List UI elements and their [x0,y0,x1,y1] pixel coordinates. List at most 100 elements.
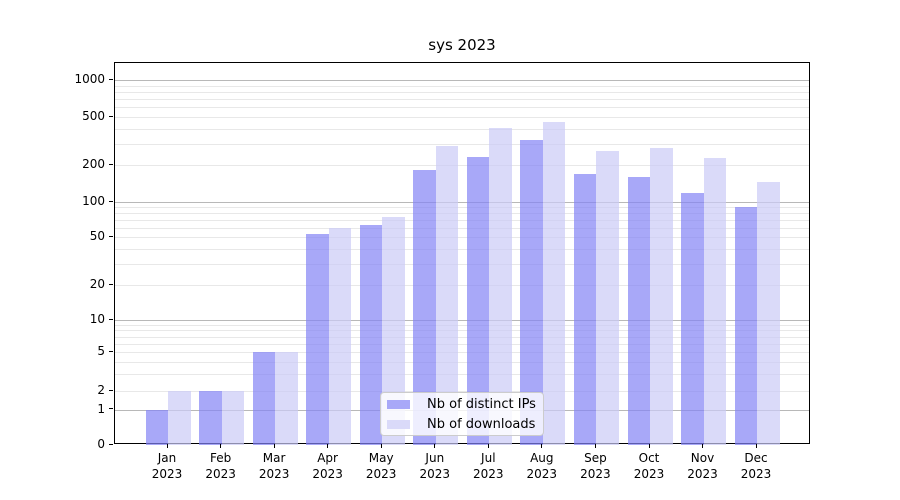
plot-area [114,62,810,445]
bar-downloads [382,217,405,445]
y-tick-label: 50 [89,229,105,243]
x-tick-label-line: Oct [638,451,660,465]
x-tick-label-line: Nov [690,451,715,465]
bar-distinct-ips [734,207,757,445]
legend-swatch-downloads [387,419,410,429]
legend-row-downloads: Nb of downloads [387,415,537,433]
gridline-minor [115,248,809,250]
bar-distinct-ips [681,192,704,445]
x-tick-label-line: Aug [530,451,554,465]
y-tick-mark [109,408,113,409]
gridline-minor [115,361,809,363]
legend-swatch-distinct-ips [387,399,410,409]
bar-distinct-ips [413,170,436,445]
bar-distinct-ips [145,409,168,445]
x-tick-label-line: Sep [584,451,607,465]
x-tick-label-line: 2023 [473,467,504,481]
bar-downloads [328,227,352,445]
gridline-minor [115,285,809,286]
gridline-minor [115,99,809,100]
gridline-minor [115,85,809,87]
gridline-minor [115,324,809,326]
y-tick-mark [109,115,113,117]
x-tick-label-line: Dec [744,451,768,465]
bar-distinct-ips [359,224,383,445]
gridline-minor [115,107,809,109]
bar-distinct-ips [520,140,543,445]
y-tick-label: 1000 [74,72,105,86]
y-tick-mark [109,389,113,391]
x-tick-label: Apr 2023 [298,450,358,482]
y-tick-label: 20 [89,277,105,291]
x-tick-label: Sep 2023 [565,450,625,482]
y-tick-mark [109,350,113,352]
gridline-minor [115,165,809,167]
gridline-minor [115,213,809,215]
bar-distinct-ips [199,391,222,445]
bar-distinct-ips [627,176,650,445]
x-tick-label-line: 2023 [526,467,558,481]
bar-distinct-ips [573,173,597,445]
bar-downloads [275,352,298,445]
x-tick-label: Jul 2023 [458,450,518,482]
y-tick-label: 2 [97,383,105,397]
gridline-minor [115,263,809,265]
gridline-minor [115,343,809,345]
bar-downloads [596,151,619,445]
gridline-minor [115,352,809,353]
legend-label-downloads: Nb of downloads [427,416,536,432]
x-tick-label-line: 2023 [740,467,772,481]
y-tick-mark [109,443,113,445]
x-tick-label: Nov 2023 [673,450,733,482]
x-tick-label-line: 2023 [419,467,451,481]
gridline-minor [115,373,809,375]
y-tick-mark [109,283,113,285]
x-tick-label-line: 2023 [312,467,343,481]
bar-downloads [650,147,673,445]
gridline-minor [115,128,809,130]
y-tick-label: 10 [89,312,105,326]
legend: Nb of distinct IPs Nb of downloads [380,392,544,436]
bar-downloads [435,145,459,445]
x-tick-label-line: Apr [317,451,338,465]
bar-downloads [542,121,566,445]
x-tick-label: Oct 2023 [619,450,679,482]
x-tick-label-line: May [368,451,394,465]
y-tick-label: 5 [97,344,105,358]
x-tick-label-line: 2023 [258,467,290,481]
gridline-major [115,202,809,203]
bar-downloads [489,128,512,445]
x-tick-label-line: Jan [157,451,177,465]
x-tick-label: May 2023 [351,450,411,482]
gridline-minor [115,143,809,145]
x-tick-label-line: Mar [262,451,286,465]
x-tick-label: Feb 2023 [191,450,251,482]
legend-label-distinct-ips: Nb of distinct IPs [427,396,536,412]
x-tick-label-line: 2023 [205,467,236,481]
gridline-major [115,80,809,81]
y-tick-mark [109,235,113,237]
gridline-major [115,320,809,321]
gridline-minor [115,336,809,338]
y-tick-mark [109,163,113,165]
y-tick-label: 1 [97,401,105,416]
y-tick-label: 500 [82,109,105,123]
x-tick-label: Aug 2023 [512,450,572,482]
gridline-minor [115,220,809,221]
bar-downloads [221,391,245,445]
bar-distinct-ips [466,157,490,445]
x-tick-label-line: 2023 [633,467,665,481]
x-tick-label-line: Jul [481,451,496,465]
chart-title: sys 2023 [428,36,496,54]
x-tick-label-line: 2023 [365,467,397,481]
y-tick-mark [109,318,113,320]
gridline-minor [115,330,809,332]
y-tick-mark [109,78,113,80]
x-tick-label-line: Feb [209,451,232,465]
bar-distinct-ips [306,234,329,445]
y-tick-label: 100 [82,194,105,208]
x-tick-label: Jun 2023 [405,450,465,482]
gridline-minor [115,237,809,238]
x-tick-label-line: 2023 [580,467,611,481]
legend-row-distinct-ips: Nb of distinct IPs [387,395,537,413]
